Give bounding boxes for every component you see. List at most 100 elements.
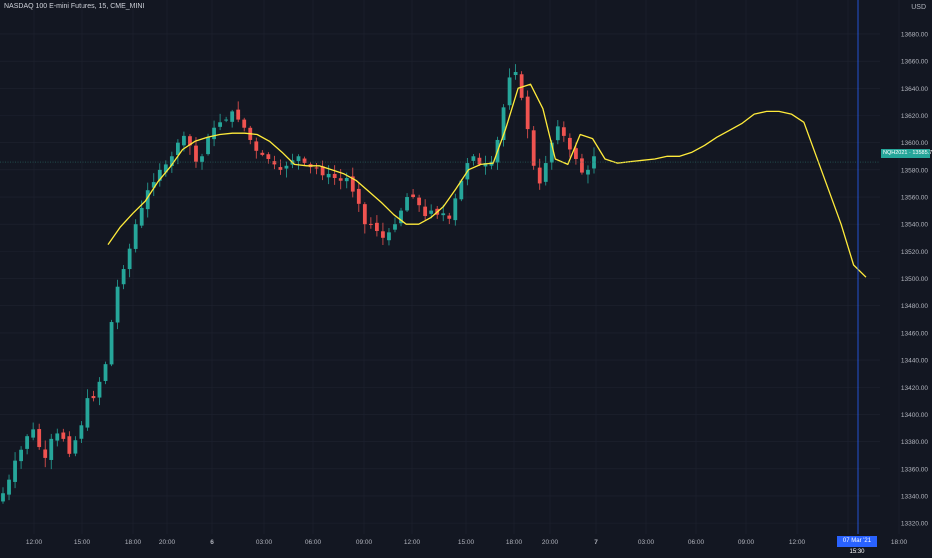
x-tick-label: 12:00 — [789, 539, 806, 546]
x-tick-label: 12:00 — [404, 539, 421, 546]
candle-body — [97, 381, 102, 398]
candle-body — [362, 204, 367, 225]
candle-body — [43, 449, 48, 458]
candle-body — [507, 77, 512, 106]
y-tick-label: 13580.00 — [901, 167, 928, 174]
candle-body — [37, 429, 42, 448]
candle-body — [49, 438, 54, 460]
candle-body — [417, 197, 422, 206]
y-tick-label: 13540.00 — [901, 222, 928, 229]
candle-body — [447, 215, 452, 219]
candle-body — [278, 167, 283, 170]
price-badge: NQH2021 · 13585.75 — [881, 149, 932, 158]
candle-body — [55, 433, 60, 441]
candle-body — [338, 178, 343, 181]
candle-body — [314, 167, 319, 169]
candle-body — [537, 167, 542, 184]
x-tick-label: 03:00 — [638, 539, 655, 546]
candle-body — [133, 224, 138, 249]
y-tick-label: 13460.00 — [901, 330, 928, 337]
candle-body — [453, 198, 458, 221]
candle-body — [91, 396, 96, 399]
x-tick-label: 12:00 — [26, 539, 43, 546]
candle-body — [344, 178, 349, 182]
x-tick-label: 03:00 — [256, 539, 273, 546]
candle-body — [242, 119, 247, 128]
candle-body — [218, 122, 223, 127]
y-tick-label: 13560.00 — [901, 195, 928, 202]
x-tick-label: 20:00 — [159, 539, 176, 546]
candle-body — [169, 156, 174, 166]
candle-body — [531, 130, 536, 166]
candle-body — [266, 154, 271, 159]
x-tick-label: 18:00 — [125, 539, 142, 546]
candle-body — [139, 207, 144, 226]
y-tick-label: 13360.00 — [901, 466, 928, 473]
candle-body — [73, 440, 78, 454]
y-tick-label: 13640.00 — [901, 86, 928, 93]
y-tick-label: 13680.00 — [901, 31, 928, 38]
indicator-line — [107, 83, 867, 278]
y-axis: 13680.00 13660.00 13640.00 13620.00 13600.00… — [901, 31, 928, 527]
candle-body — [561, 127, 566, 136]
candle-body — [79, 425, 84, 439]
candle-body — [25, 436, 30, 449]
candle-body — [501, 107, 506, 140]
indicator-path — [107, 83, 867, 278]
candle-body — [67, 436, 72, 454]
x-tick-label: 06:00 — [305, 539, 322, 546]
x-tick-label: 20:00 — [542, 539, 559, 546]
candle-body — [574, 148, 578, 159]
x-tick-label: 09:00 — [356, 539, 373, 546]
candle-body — [145, 190, 150, 210]
candle-body — [151, 182, 156, 188]
candle-body — [350, 176, 355, 192]
candle-body — [254, 141, 259, 151]
y-tick-label: 13480.00 — [901, 303, 928, 310]
candle-body — [103, 364, 108, 381]
candle-body — [212, 127, 216, 140]
candle-body — [374, 222, 379, 231]
candle-body — [302, 158, 307, 164]
candle-body — [19, 449, 23, 462]
y-tick-label: 13320.00 — [901, 521, 928, 528]
x-tick-label: 06:00 — [688, 539, 705, 546]
y-tick-label: 13340.00 — [901, 493, 928, 500]
candle-body — [525, 96, 530, 130]
candle-body — [399, 210, 403, 224]
candle-body — [188, 136, 192, 146]
currency-label: USD — [911, 4, 926, 11]
candle-body — [230, 111, 235, 122]
candle-body — [332, 173, 337, 178]
candle-body — [7, 479, 11, 495]
x-axis: 12:00 15:00 18:00 20:00 6 03:00 06:00 09:00 12:0… — [26, 539, 908, 546]
candle-body — [513, 72, 518, 76]
candle-body — [555, 126, 560, 141]
y-tick-label: 13520.00 — [901, 249, 928, 256]
candle-body — [567, 137, 572, 150]
candle-body — [175, 142, 180, 155]
candle-body — [236, 109, 241, 120]
candle-body — [272, 161, 277, 165]
y-tick-label: 13440.00 — [901, 358, 928, 365]
candle-body — [393, 224, 397, 230]
candle-body — [163, 164, 168, 173]
candle-body — [405, 197, 409, 211]
candle-body — [423, 206, 428, 217]
y-tick-label: 13400.00 — [901, 412, 928, 419]
x-tick-label: 18:00 — [506, 539, 523, 546]
candle-body — [61, 432, 66, 439]
candle-body — [543, 163, 548, 182]
candle-body — [182, 135, 186, 146]
candle-body — [411, 194, 415, 198]
x-tick-label: 7 — [594, 539, 598, 546]
candle-body — [356, 188, 361, 204]
y-tick-label: 13420.00 — [901, 385, 928, 392]
time-badge: 07 Mar '21 15:30 — [837, 536, 877, 555]
candle-body — [31, 429, 36, 438]
candle-body — [387, 232, 391, 241]
candle-body — [483, 163, 488, 167]
candle-body — [320, 166, 325, 176]
candle-body — [429, 210, 434, 214]
